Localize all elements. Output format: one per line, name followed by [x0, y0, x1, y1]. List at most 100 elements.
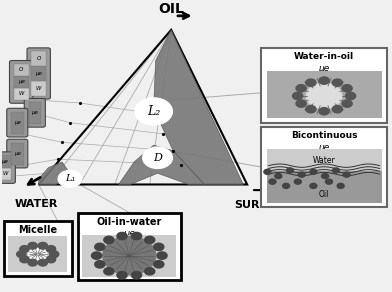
Bar: [82, 234, 176, 277]
Text: μe: μe: [318, 143, 330, 152]
Bar: [31, 51, 46, 66]
Circle shape: [143, 147, 172, 168]
Circle shape: [28, 242, 37, 249]
Circle shape: [104, 236, 114, 244]
Circle shape: [135, 98, 172, 125]
Circle shape: [117, 232, 127, 240]
Text: μe: μe: [318, 65, 330, 74]
Bar: [261, 48, 387, 123]
Circle shape: [342, 85, 352, 92]
Circle shape: [264, 169, 271, 174]
Circle shape: [310, 183, 317, 188]
Circle shape: [337, 183, 344, 188]
Circle shape: [332, 105, 342, 113]
Circle shape: [145, 236, 155, 244]
Text: μe: μe: [123, 230, 135, 239]
Text: μe: μe: [35, 71, 42, 76]
Text: μe: μe: [14, 151, 21, 156]
Text: μe: μe: [14, 120, 21, 125]
Circle shape: [332, 79, 342, 86]
Bar: [11, 142, 24, 164]
Text: μe: μe: [31, 110, 38, 115]
Circle shape: [131, 232, 142, 240]
Circle shape: [157, 252, 167, 259]
Circle shape: [28, 259, 37, 266]
Polygon shape: [154, 30, 243, 185]
Circle shape: [275, 173, 282, 179]
Circle shape: [298, 172, 305, 177]
Bar: [267, 149, 381, 171]
Bar: [14, 64, 29, 76]
Circle shape: [287, 168, 294, 173]
Circle shape: [154, 243, 164, 251]
Bar: [31, 81, 46, 96]
Circle shape: [91, 252, 102, 259]
Text: W: W: [36, 86, 42, 91]
Text: W: W: [2, 171, 7, 176]
Text: D: D: [153, 153, 162, 163]
Circle shape: [296, 100, 306, 107]
Circle shape: [49, 251, 59, 258]
Text: L₂: L₂: [147, 105, 160, 118]
Circle shape: [307, 83, 342, 109]
Circle shape: [145, 268, 155, 275]
Circle shape: [319, 77, 329, 84]
Circle shape: [283, 183, 290, 188]
Bar: [31, 66, 46, 81]
Circle shape: [58, 171, 82, 187]
Bar: [29, 102, 41, 124]
Circle shape: [342, 100, 352, 107]
Text: O: O: [19, 67, 24, 72]
Circle shape: [103, 237, 156, 275]
Polygon shape: [39, 162, 70, 185]
Circle shape: [17, 251, 26, 258]
Text: Oil-in-water: Oil-in-water: [96, 217, 162, 227]
Circle shape: [269, 179, 276, 184]
Circle shape: [325, 179, 332, 184]
Polygon shape: [119, 145, 204, 185]
FancyBboxPatch shape: [27, 48, 51, 99]
Bar: [8, 236, 67, 272]
Circle shape: [154, 261, 164, 268]
Text: W: W: [18, 91, 24, 96]
FancyBboxPatch shape: [24, 98, 45, 127]
Bar: [11, 112, 24, 134]
Bar: [261, 127, 387, 207]
FancyBboxPatch shape: [9, 60, 33, 103]
Text: L₁: L₁: [65, 174, 75, 183]
Bar: [267, 171, 381, 203]
Bar: [4, 221, 72, 276]
Bar: [14, 88, 29, 100]
Text: Water-in-oil: Water-in-oil: [294, 52, 354, 61]
Text: μe: μe: [18, 79, 25, 84]
Circle shape: [29, 248, 47, 261]
Text: O: O: [36, 56, 41, 61]
Circle shape: [38, 259, 47, 266]
Circle shape: [310, 169, 317, 174]
Circle shape: [38, 242, 47, 249]
Bar: [14, 76, 29, 88]
Circle shape: [306, 79, 316, 86]
Text: OIL: OIL: [158, 2, 184, 16]
FancyBboxPatch shape: [7, 108, 28, 137]
Circle shape: [321, 173, 328, 179]
Text: Bicontinuous: Bicontinuous: [291, 131, 358, 140]
Circle shape: [296, 85, 306, 92]
Circle shape: [332, 168, 339, 173]
Circle shape: [46, 256, 56, 263]
FancyBboxPatch shape: [7, 139, 28, 168]
Text: μe: μe: [2, 159, 8, 164]
Bar: [78, 213, 181, 280]
Circle shape: [345, 92, 356, 100]
Circle shape: [294, 179, 301, 184]
Bar: [0, 155, 11, 168]
Circle shape: [46, 246, 56, 252]
Circle shape: [104, 268, 114, 275]
Circle shape: [117, 272, 127, 279]
Circle shape: [95, 261, 105, 268]
Text: Micelle: Micelle: [18, 225, 57, 235]
Circle shape: [343, 172, 350, 177]
Bar: [0, 168, 11, 180]
Text: Oil: Oil: [319, 190, 329, 199]
Text: SURFACTANT: SURFACTANT: [234, 200, 315, 210]
